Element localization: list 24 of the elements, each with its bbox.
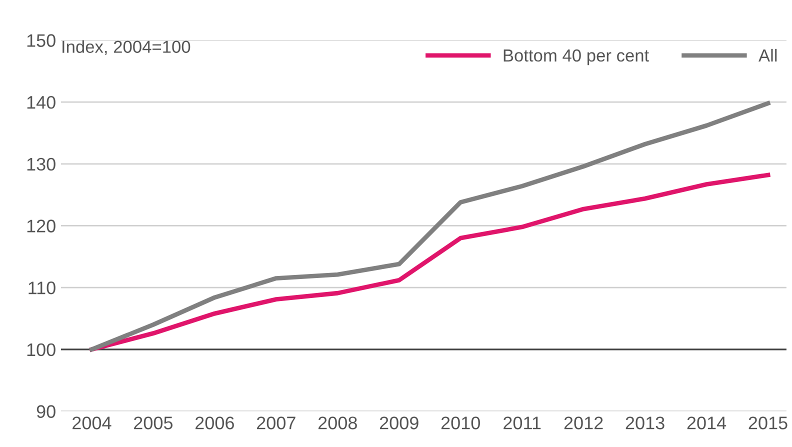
x-tick-label: 2008	[318, 416, 357, 430]
y-tick-label: 120	[27, 220, 56, 232]
x-tick-label: 2006	[196, 416, 234, 430]
line-series	[90, 172, 770, 352]
x-tick-label: 2012	[564, 416, 603, 430]
x-tick-label: 2013	[626, 416, 664, 430]
x-tick-label: 2007	[256, 416, 296, 430]
x-tick-label: 2014	[687, 416, 726, 430]
y-tick-label: 90	[36, 405, 56, 418]
legend-label: All	[758, 48, 777, 62]
y-tick-label: 130	[27, 158, 56, 171]
x-tick-label: 2010	[441, 416, 480, 430]
y-tick-label: 150	[27, 34, 56, 47]
legend-label: Bottom 40 per cent	[504, 49, 649, 66]
y-tick-label: 110	[28, 282, 56, 294]
x-tick-label: 2005	[134, 416, 173, 430]
x-tick-label: 2009	[380, 416, 418, 430]
x-tick-label: 2004	[72, 416, 112, 430]
x-tick-label: 2015	[748, 416, 788, 430]
y-tick-label: 100	[27, 343, 56, 356]
line-series	[90, 101, 770, 352]
y-axis-title: Index, 2004=100	[62, 40, 190, 56]
y-tick-label: 140	[27, 96, 56, 109]
x-tick-label: 2011	[504, 416, 541, 430]
